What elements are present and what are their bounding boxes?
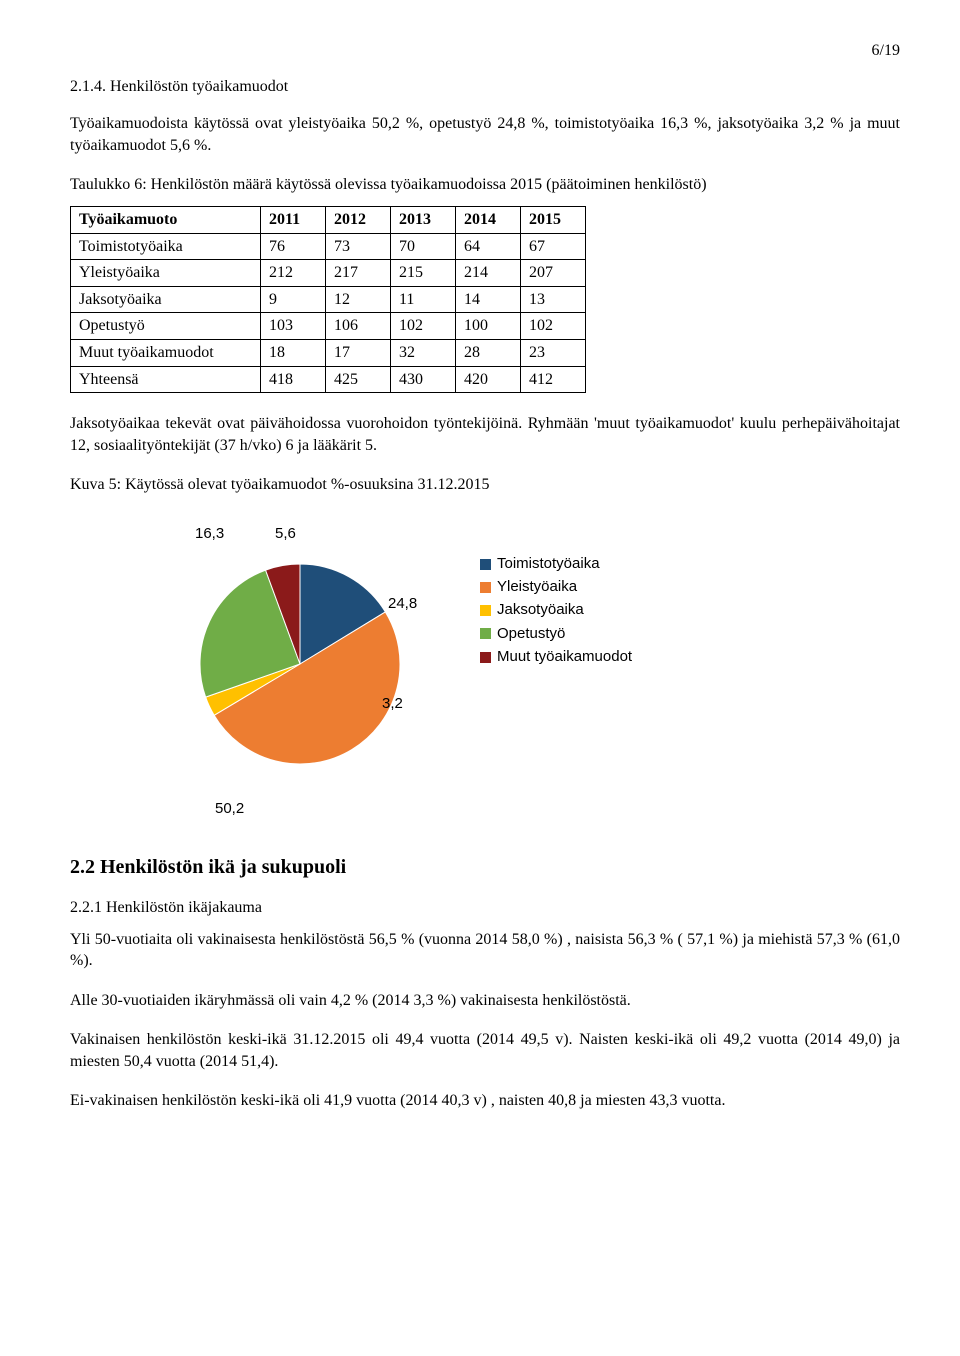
legend-item: Toimistotyöaika: [480, 554, 632, 574]
pie-slice-label: 50,2: [215, 799, 244, 819]
chart-caption: Kuva 5: Käytössä olevat työaikamuodot %-…: [70, 474, 900, 496]
section-heading: 2.1.4. Henkilöstön työaikamuodot: [70, 76, 900, 98]
table-cell: Opetustyö: [71, 313, 261, 340]
age-paragraph-2: Alle 30-vuotiaiden ikäryhmässä oli vain …: [70, 990, 900, 1012]
sub-heading: 2.2.1 Henkilöstön ikäjakauma: [70, 897, 900, 919]
table-cell: 217: [326, 260, 391, 287]
page-number: 6/19: [70, 40, 900, 62]
table-cell: 13: [521, 286, 586, 313]
table-cell: 420: [456, 366, 521, 393]
legend-label: Toimistotyöaika: [497, 554, 600, 574]
legend-item: Jaksotyöaika: [480, 600, 632, 620]
table-cell: 412: [521, 366, 586, 393]
legend-swatch: [480, 652, 491, 663]
table-cell: 70: [391, 233, 456, 260]
table-row: Jaksotyöaika912111413: [71, 286, 586, 313]
table-header-cell: Työaikamuoto: [71, 206, 261, 233]
pie-svg: [160, 514, 440, 814]
pie-legend: Toimistotyöaika Yleistyöaika Jaksotyöaika O…: [480, 554, 632, 670]
table-header-cell: 2011: [261, 206, 326, 233]
table-header-cell: 2013: [391, 206, 456, 233]
table-cell: 212: [261, 260, 326, 287]
legend-swatch: [480, 628, 491, 639]
table-cell: 11: [391, 286, 456, 313]
table-caption: Taulukko 6: Henkilöstön määrä käytössä o…: [70, 174, 900, 196]
pie-slice-label: 3,2: [382, 694, 403, 714]
legend-label: Jaksotyöaika: [497, 600, 584, 620]
age-paragraph-4: Ei-vakinaisen henkilöstön keski-ikä oli …: [70, 1090, 900, 1112]
age-paragraph-1: Yli 50-vuotiaita oli vakinaisesta henkil…: [70, 929, 900, 972]
legend-label: Muut työaikamuodot: [497, 647, 632, 667]
table-cell: 106: [326, 313, 391, 340]
table-cell: 207: [521, 260, 586, 287]
table-cell: 102: [391, 313, 456, 340]
table-cell: Yhteensä: [71, 366, 261, 393]
table-cell: Jaksotyöaika: [71, 286, 261, 313]
pie-slice-label: 16,3: [195, 524, 224, 544]
table-cell: 18: [261, 339, 326, 366]
table-cell: 214: [456, 260, 521, 287]
legend-item: Muut työaikamuodot: [480, 647, 632, 667]
pie-slice-label: 5,6: [275, 524, 296, 544]
table-cell: 9: [261, 286, 326, 313]
table-cell: 67: [521, 233, 586, 260]
table-cell: 32: [391, 339, 456, 366]
h2-heading: 2.2 Henkilöstön ikä ja sukupuoli: [70, 854, 900, 881]
table-row: Toimistotyöaika7673706467: [71, 233, 586, 260]
table-cell: 76: [261, 233, 326, 260]
legend-swatch: [480, 559, 491, 570]
legend-label: Yleistyöaika: [497, 577, 577, 597]
table-row: Muut työaikamuodot1817322823: [71, 339, 586, 366]
legend-item: Opetustyö: [480, 624, 632, 644]
table-row: Yleistyöaika212217215214207: [71, 260, 586, 287]
table-header-cell: 2012: [326, 206, 391, 233]
table-cell: Toimistotyöaika: [71, 233, 261, 260]
table-cell: 12: [326, 286, 391, 313]
table-cell: 73: [326, 233, 391, 260]
table-row: Opetustyö103106102100102: [71, 313, 586, 340]
table-header-cell: 2014: [456, 206, 521, 233]
table-cell: 23: [521, 339, 586, 366]
legend-label: Opetustyö: [497, 624, 565, 644]
data-table: Työaikamuoto 2011 2012 2013 2014 2015 To…: [70, 206, 586, 393]
legend-swatch: [480, 582, 491, 593]
table-cell: 430: [391, 366, 456, 393]
age-paragraph-3: Vakinaisen henkilöstön keski-ikä 31.12.2…: [70, 1029, 900, 1072]
table-cell: 64: [456, 233, 521, 260]
table-header-row: Työaikamuoto 2011 2012 2013 2014 2015: [71, 206, 586, 233]
table-header-cell: 2015: [521, 206, 586, 233]
table-cell: 215: [391, 260, 456, 287]
table-cell: 14: [456, 286, 521, 313]
table-row: Yhteensä418425430420412: [71, 366, 586, 393]
table-cell: 103: [261, 313, 326, 340]
table-cell: 100: [456, 313, 521, 340]
pie-chart-block: 16,350,23,224,85,6 ToimistotyöaikaYleist…: [160, 514, 900, 814]
table-cell: 28: [456, 339, 521, 366]
legend-item: Yleistyöaika: [480, 577, 632, 597]
after-table-paragraph: Jaksotyöaikaa tekevät ovat päivähoidossa…: [70, 413, 900, 456]
table-cell: Yleistyöaika: [71, 260, 261, 287]
table-cell: 425: [326, 366, 391, 393]
pie-chart: 16,350,23,224,85,6: [160, 514, 440, 814]
pie-slice-label: 24,8: [388, 594, 417, 614]
table-cell: 418: [261, 366, 326, 393]
legend-swatch: [480, 605, 491, 616]
table-cell: 102: [521, 313, 586, 340]
table-cell: 17: [326, 339, 391, 366]
table-cell: Muut työaikamuodot: [71, 339, 261, 366]
intro-paragraph: Työaikamuodoista käytössä ovat yleistyöa…: [70, 113, 900, 156]
